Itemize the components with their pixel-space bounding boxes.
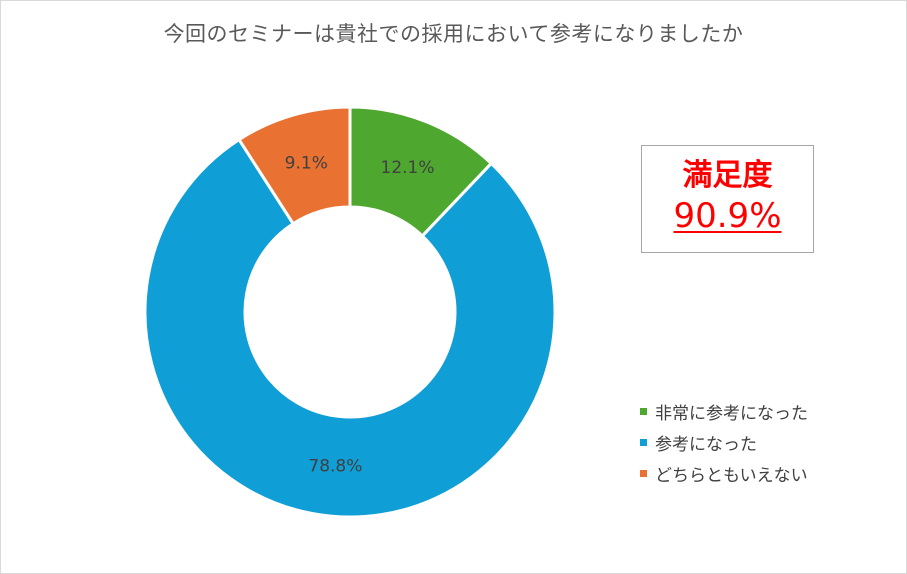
data-label-neutral: 9.1% <box>285 153 328 173</box>
data-label-very-helpful: 12.1% <box>381 158 435 178</box>
satisfaction-box: 満足度 90.9% <box>641 145 814 253</box>
legend-swatch-helpful <box>640 439 647 446</box>
satisfaction-label: 満足度 <box>682 158 773 193</box>
legend-label-helpful: 参考になった <box>655 435 757 455</box>
donut-data-labels: 12.1% 78.8% 9.1% <box>285 153 435 476</box>
chart-title: 今回のセミナーは貴社での採用において参考になりましたか <box>163 22 744 46</box>
donut-slices <box>143 105 557 519</box>
legend-swatch-neutral <box>640 470 647 477</box>
donut-slice-helpful <box>143 137 557 519</box>
satisfaction-value: 90.9% <box>673 196 782 236</box>
legend-item-helpful: 参考になった <box>640 427 808 458</box>
donut-slice-neutral <box>236 105 352 226</box>
legend-label-very-helpful: 非常に参考になった <box>655 404 808 424</box>
legend-item-neutral: どちらともいえない <box>640 458 808 489</box>
legend: 非常に参考になった 参考になった どちらともいえない <box>640 396 808 489</box>
legend-item-very-helpful: 非常に参考になった <box>640 396 808 427</box>
legend-swatch-very-helpful <box>640 408 647 415</box>
data-label-helpful: 78.8% <box>308 456 362 476</box>
legend-label-neutral: どちらともいえない <box>655 466 808 486</box>
